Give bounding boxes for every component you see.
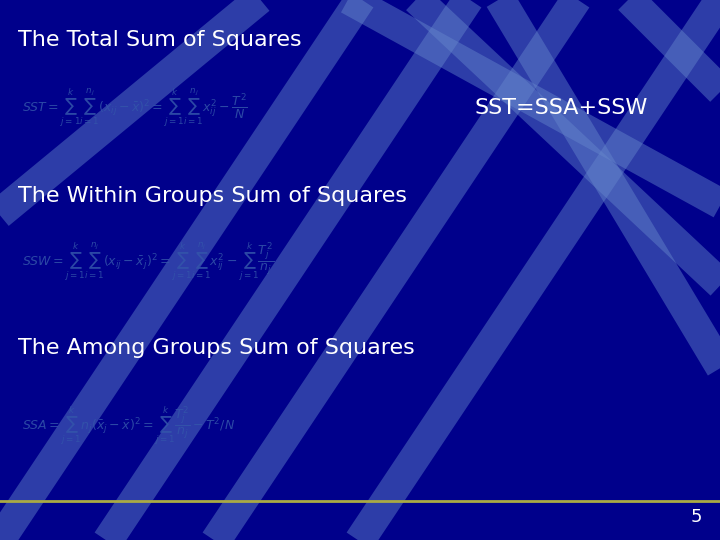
Text: $SSA = \sum_{j=1}^{k}n_j(\bar{x}_j-\bar{x})^2 = \sum_{j=1}^{k}\dfrac{T_j^2}{n_j}: $SSA = \sum_{j=1}^{k}n_j(\bar{x}_j-\bar{… <box>22 405 235 448</box>
Text: 5: 5 <box>690 509 702 526</box>
Text: The Among Groups Sum of Squares: The Among Groups Sum of Squares <box>18 338 415 357</box>
Text: $SSW = \sum_{j=1}^{k}\sum_{i=1}^{n_j}(x_{ij}-\bar{x}_j)^2 = \sum_{j=1}^{k}\sum_{: $SSW = \sum_{j=1}^{k}\sum_{i=1}^{n_j}(x_… <box>22 241 274 283</box>
Text: The Within Groups Sum of Squares: The Within Groups Sum of Squares <box>18 186 407 206</box>
Text: SST=SSA+SSW: SST=SSA+SSW <box>475 98 648 118</box>
Text: The Total Sum of Squares: The Total Sum of Squares <box>18 30 302 50</box>
Text: $SST = \sum_{j=1}^{k}\sum_{i=1}^{n_j}(x_{ij}-\bar{x})^2 = \sum_{j=1}^{k}\sum_{i=: $SST = \sum_{j=1}^{k}\sum_{i=1}^{n_j}(x_… <box>22 87 248 129</box>
